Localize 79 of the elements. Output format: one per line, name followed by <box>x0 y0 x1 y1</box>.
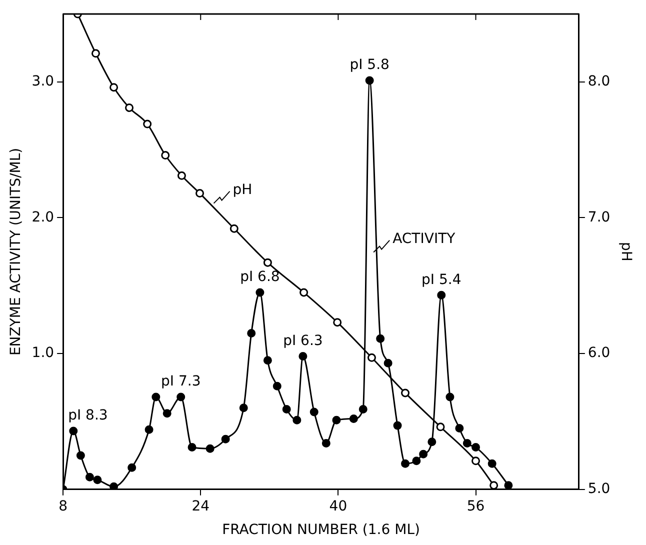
point <box>310 408 318 416</box>
point <box>436 422 445 432</box>
x-tick-label: 24 <box>192 498 210 514</box>
y2-axis-title: pH <box>618 242 634 262</box>
point <box>446 392 454 402</box>
point <box>247 328 256 338</box>
annotation: pI 7.3 <box>160 374 201 390</box>
point <box>300 288 308 297</box>
point <box>332 416 341 424</box>
point <box>490 481 498 490</box>
annotation: pI 5.8 <box>350 57 390 74</box>
point <box>412 456 421 466</box>
point <box>188 443 196 452</box>
point <box>263 356 272 365</box>
x-axis-title: FRACTION NUMBER (1.6 ML) <box>222 522 420 538</box>
point <box>504 481 513 490</box>
point <box>472 443 480 452</box>
point <box>292 416 302 424</box>
point <box>272 382 282 390</box>
point <box>69 426 78 436</box>
point <box>144 425 154 434</box>
point <box>143 120 152 128</box>
y-tick-label: 1.0 <box>32 345 54 362</box>
y2-tick-label: 8.0 <box>588 74 610 90</box>
annotation: pI 6.3 <box>283 332 323 349</box>
x-tick-label: 8 <box>58 498 68 514</box>
point <box>196 189 204 198</box>
point <box>322 438 330 448</box>
point <box>263 258 272 267</box>
point <box>239 404 248 412</box>
point <box>177 171 186 180</box>
point <box>472 456 480 466</box>
annotation: pI 8.3 <box>68 408 108 424</box>
annotation: pI 5.4 <box>422 272 462 288</box>
point <box>256 288 264 297</box>
point <box>162 409 172 418</box>
y2-tick-label: 7.0 <box>588 209 610 226</box>
point <box>110 482 118 490</box>
point <box>455 424 464 433</box>
y-axis-title: ENZYME ACTIVITY (UNITS/ML) <box>8 148 24 356</box>
point <box>76 451 85 460</box>
legend-label: ACTIVITY <box>392 230 456 247</box>
point <box>110 83 118 92</box>
point <box>384 358 392 368</box>
x-tick-label: 40 <box>329 498 348 514</box>
point <box>419 450 428 458</box>
point <box>206 444 214 453</box>
point <box>125 103 134 112</box>
point <box>358 405 368 414</box>
point <box>93 476 102 484</box>
point <box>488 459 496 468</box>
annotation: pI 6.8 <box>240 269 280 286</box>
point <box>176 392 186 402</box>
point <box>462 438 472 448</box>
legend-label: pH <box>232 182 252 198</box>
y-tick-label: 2.0 <box>32 209 54 226</box>
point <box>376 334 385 343</box>
point <box>437 290 446 300</box>
point <box>85 472 94 482</box>
y2-tick-label: 6.0 <box>588 345 610 362</box>
point <box>393 421 402 430</box>
point <box>365 76 374 85</box>
point <box>152 392 160 402</box>
point <box>401 459 410 468</box>
point <box>428 438 436 446</box>
point <box>333 318 342 327</box>
point <box>128 463 136 472</box>
y2-tick-label: 5.0 <box>588 481 610 498</box>
y-tick-label: 3.0 <box>32 74 54 90</box>
x-tick-label: 56 <box>466 498 485 514</box>
point <box>282 405 291 414</box>
point <box>91 49 100 58</box>
point <box>230 224 238 233</box>
point <box>298 352 308 361</box>
point <box>221 434 230 444</box>
point <box>367 353 376 362</box>
point <box>401 388 410 398</box>
point <box>161 151 170 160</box>
point <box>349 414 358 424</box>
